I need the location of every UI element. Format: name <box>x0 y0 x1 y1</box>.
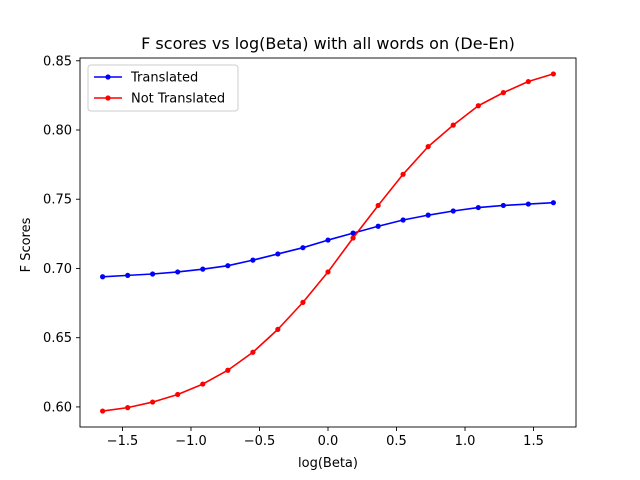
data-point-not-translated <box>525 78 531 85</box>
y-axis-title: F Scores <box>19 217 34 272</box>
x-tick-label: 1.0 <box>455 434 476 449</box>
chart-title: F scores vs log(Beta) with all words on … <box>141 34 515 53</box>
data-point-translated <box>475 204 481 211</box>
data-point-translated <box>150 271 156 277</box>
data-point-translated <box>100 274 106 280</box>
data-point-not-translated <box>475 103 481 109</box>
x-axis-title: log(Beta) <box>298 456 358 471</box>
data-point-translated <box>400 217 406 223</box>
data-point-translated <box>500 202 506 209</box>
data-point-translated <box>425 212 431 218</box>
data-point-translated <box>525 201 531 207</box>
data-point-translated <box>175 269 181 275</box>
plot-area: −1.5 −1.0 −0.5 0.0 0.5 1.0 1.5 0.60 0.65 0.70 0.75… <box>43 54 577 449</box>
data-point-not-translated <box>550 71 556 77</box>
legend: Translated Not Translated <box>87 64 239 112</box>
data-point-translated <box>375 223 381 229</box>
data-point-not-translated <box>375 202 381 209</box>
data-point-translated <box>250 257 256 263</box>
y-tick-label: 0.70 <box>43 262 72 277</box>
y-tick-label: 0.80 <box>43 124 72 139</box>
x-tick-label: −1.5 <box>107 434 139 449</box>
legend-box <box>87 64 239 112</box>
legend-marker-not-translated <box>105 95 111 101</box>
data-point-translated <box>125 272 131 278</box>
data-point-not-translated <box>300 299 306 305</box>
legend-marker-translated <box>105 74 111 80</box>
data-point-not-translated <box>275 326 281 332</box>
x-tick-label: 0.0 <box>318 434 339 449</box>
data-point-not-translated <box>350 235 356 241</box>
data-point-translated <box>325 237 331 243</box>
data-point-not-translated <box>250 349 256 355</box>
y-tick-label: 0.85 <box>43 54 72 69</box>
y-tick-label: 0.60 <box>43 400 72 415</box>
data-point-not-translated <box>100 408 106 414</box>
y-tick-label: 0.75 <box>43 193 72 208</box>
y-tick-label: 0.65 <box>43 331 72 346</box>
x-tick-label: −0.5 <box>244 434 276 449</box>
x-tick-label: 1.5 <box>523 434 544 449</box>
x-tick-label: 0.5 <box>386 434 407 449</box>
data-point-not-translated <box>150 399 156 405</box>
data-point-not-translated <box>325 269 331 275</box>
data-point-not-translated <box>200 381 206 387</box>
data-point-translated <box>300 245 306 251</box>
data-point-not-translated <box>175 391 181 398</box>
legend-label-not-translated: Not Translated <box>131 92 225 107</box>
x-tick-label: −1.0 <box>175 434 207 449</box>
data-point-not-translated <box>500 90 506 96</box>
data-point-not-translated <box>225 367 231 373</box>
data-point-not-translated <box>400 171 406 177</box>
legend-label-translated: Translated <box>130 71 198 86</box>
data-point-not-translated <box>450 122 456 128</box>
data-point-translated <box>225 263 231 269</box>
data-point-translated <box>200 266 206 272</box>
data-point-not-translated <box>425 144 431 150</box>
data-point-translated <box>450 208 456 214</box>
data-point-translated <box>550 200 556 206</box>
data-point-translated <box>350 230 356 236</box>
data-point-translated <box>275 251 281 257</box>
data-point-not-translated <box>125 405 131 411</box>
